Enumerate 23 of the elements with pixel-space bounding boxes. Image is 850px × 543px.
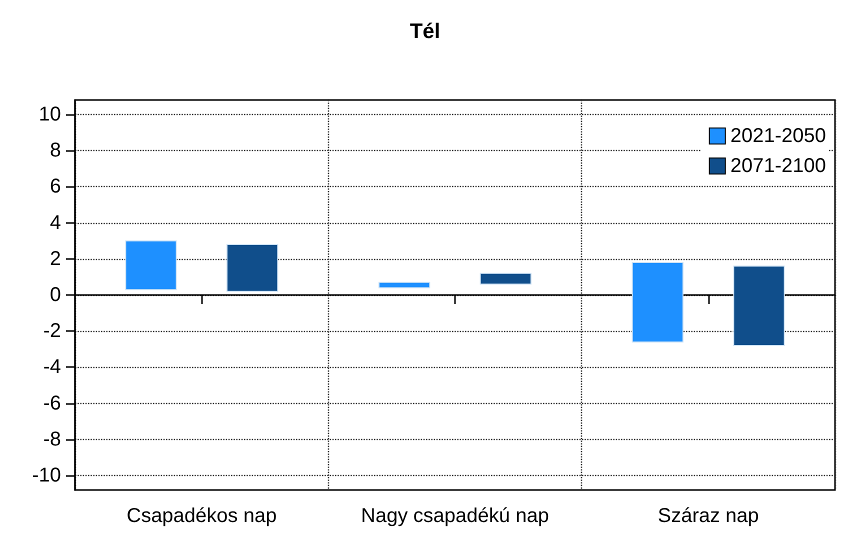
y-tick-label: -4	[43, 356, 61, 378]
y-tick-label: -10	[32, 464, 61, 487]
bar	[226, 244, 278, 292]
y-tick-label: 2	[50, 248, 61, 270]
y-tick-label: -8	[43, 428, 61, 450]
bar	[632, 262, 684, 342]
y-tick-label: 6	[50, 176, 61, 198]
bar	[733, 266, 785, 346]
chart-title: Tél	[410, 20, 440, 43]
y-tick-label: -6	[43, 392, 61, 414]
x-tick-label: Nagy csapadékú nap	[361, 505, 549, 527]
y-tick-label: 10	[38, 103, 61, 126]
y-tick-label: 0	[50, 284, 61, 306]
legend-label: 2071-2100	[730, 155, 826, 177]
x-tick-label: Száraz nap	[658, 505, 759, 527]
bar	[378, 282, 430, 288]
legend-label: 2021-2050	[730, 125, 826, 147]
bar	[125, 240, 177, 290]
bar	[480, 272, 532, 285]
y-tick-label: 8	[50, 140, 61, 162]
y-tick-label: -2	[43, 320, 61, 342]
x-tick-label: Csapadékos nap	[126, 505, 277, 527]
y-tick-label: 4	[50, 212, 61, 234]
